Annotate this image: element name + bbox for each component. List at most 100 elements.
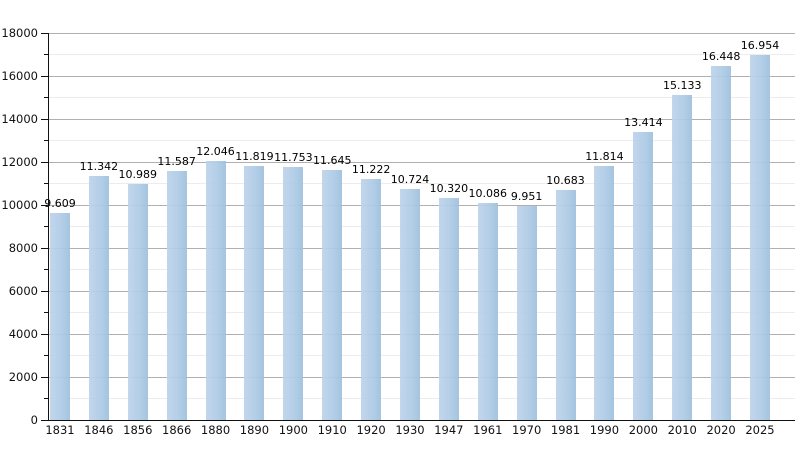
x-tick-label: 1961 (473, 423, 503, 437)
x-tick-label: 2000 (628, 423, 658, 437)
y-tick-major (41, 204, 48, 206)
bar (477, 203, 498, 420)
x-tick-label: 1900 (278, 423, 308, 437)
x-tick-label: 1880 (200, 423, 231, 437)
bar-value-label: 10.086 (468, 187, 508, 201)
y-tick-label: 18000 (1, 25, 38, 40)
bar (166, 170, 187, 420)
y-tick-major (41, 247, 48, 249)
y-tick-minor (44, 183, 48, 184)
y-axis-line (48, 33, 49, 421)
bar (88, 176, 109, 420)
y-tick-major (41, 376, 48, 378)
bar-value-label: 10.320 (429, 182, 469, 196)
y-tick-label: 2000 (8, 369, 38, 384)
bar-value-label: 15.133 (662, 78, 702, 92)
gridline-minor (48, 140, 795, 141)
bar (400, 189, 420, 420)
x-axis-line (48, 420, 795, 421)
gridline-major (48, 376, 795, 378)
y-tick-minor (44, 312, 48, 313)
bar (594, 165, 615, 420)
x-tick-label: 1846 (84, 423, 114, 437)
bar-value-label: 12.046 (196, 145, 235, 158)
y-tick-label: 16000 (1, 68, 38, 83)
bar-value-label: 11.753 (274, 151, 313, 165)
y-tick-minor (44, 140, 48, 141)
bar-value-label: 16.954 (740, 39, 780, 53)
bar (516, 206, 537, 420)
gridline-major (48, 204, 795, 206)
bar (750, 55, 770, 420)
y-tick-major (41, 161, 48, 163)
y-tick-minor (44, 269, 48, 270)
x-tick-label: 1866 (162, 423, 192, 437)
bar-value-label: 16.448 (701, 50, 741, 64)
y-tick-label: 4000 (8, 326, 38, 341)
y-tick-minor (44, 355, 48, 356)
y-tick-label: 8000 (8, 240, 38, 255)
y-tick-major (41, 32, 48, 34)
bar-value-label: 11.587 (157, 154, 196, 168)
x-tick-label: 1981 (550, 423, 581, 437)
bar-value-label: 10.724 (390, 173, 430, 187)
gridline-minor (48, 183, 795, 184)
gridline-minor (48, 398, 795, 399)
x-tick-label: 1947 (434, 423, 464, 437)
bar (361, 178, 382, 420)
y-tick-label: 10000 (1, 197, 38, 212)
bar-value-label: 10.989 (118, 167, 158, 181)
y-tick-major (41, 75, 48, 77)
y-tick-major (41, 118, 48, 120)
y-tick-major (41, 419, 48, 421)
x-tick-label: 1920 (356, 423, 386, 437)
bar-value-label: 11.222 (351, 162, 391, 176)
y-tick-major (41, 290, 48, 292)
gridline-minor (48, 355, 795, 356)
y-tick-minor (44, 226, 48, 227)
bar (205, 161, 226, 420)
bar (283, 167, 304, 420)
bar (244, 165, 265, 420)
gridline-minor (48, 226, 795, 227)
gridline-major (48, 75, 795, 77)
y-tick-label: 12000 (1, 154, 38, 169)
gridline-major (48, 247, 795, 249)
bar (672, 94, 693, 420)
gridline-minor (48, 54, 795, 55)
y-tick-minor (44, 97, 48, 98)
x-tick-label: 1831 (45, 423, 75, 437)
y-tick-major (41, 333, 48, 335)
gridline-minor (48, 312, 795, 313)
bar (438, 198, 459, 420)
x-tick-label: 1930 (395, 423, 425, 437)
y-tick-label: 14000 (1, 111, 38, 126)
y-tick-label: 0 (30, 412, 38, 427)
bar-value-label: 9.951 (510, 190, 543, 204)
bar (555, 190, 576, 420)
bar-value-label: 11.814 (585, 149, 624, 163)
x-tick-label: 1890 (239, 423, 270, 437)
bar-value-label: 11.645 (312, 153, 352, 167)
gridline-major (48, 333, 795, 335)
y-tick-minor (44, 398, 48, 399)
x-tick-label: 2025 (745, 423, 775, 437)
gridline-minor (48, 269, 795, 270)
gridline-major (48, 118, 795, 120)
y-tick-minor (44, 54, 48, 55)
gridline-major (48, 32, 795, 34)
bar (127, 183, 148, 420)
bar (711, 66, 732, 420)
y-tick-label: 6000 (8, 283, 38, 298)
x-tick-label: 2010 (667, 423, 697, 437)
x-tick-label: 1970 (512, 423, 542, 437)
bar (633, 131, 654, 420)
bar (50, 213, 70, 420)
bar-value-label: 11.342 (79, 160, 119, 174)
x-tick-label: 2020 (706, 423, 736, 437)
bar (322, 169, 343, 420)
x-tick-label: 1856 (123, 423, 153, 437)
x-tick-label: 1910 (317, 423, 347, 437)
gridline-major (48, 161, 795, 163)
